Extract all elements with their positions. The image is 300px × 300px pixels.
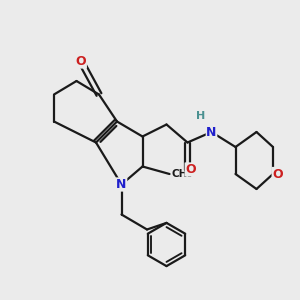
Text: CH₃: CH₃: [171, 169, 192, 179]
Text: O: O: [76, 55, 86, 68]
Text: N: N: [116, 178, 127, 191]
Text: H: H: [196, 110, 206, 121]
Text: N: N: [206, 125, 217, 139]
Text: O: O: [272, 167, 283, 181]
Text: O: O: [185, 163, 196, 176]
